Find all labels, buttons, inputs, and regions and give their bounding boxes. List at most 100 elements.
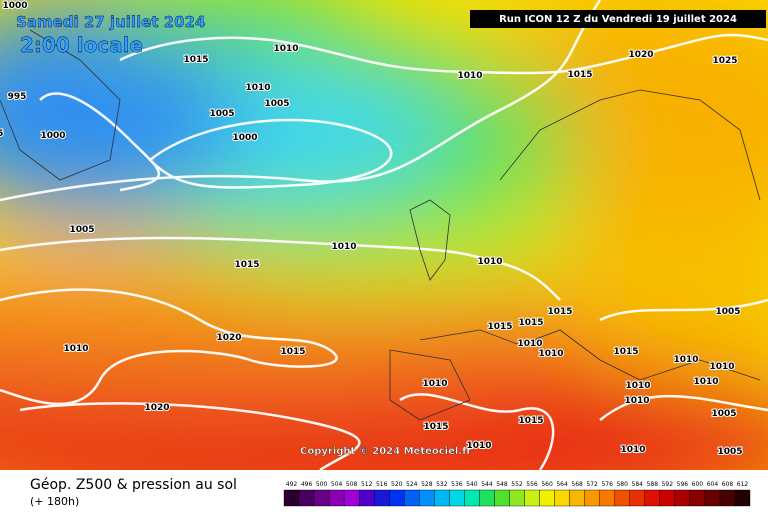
colorbar-swatch xyxy=(614,489,630,507)
colorbar-label: 612 xyxy=(737,481,749,488)
colorbar-label: 580 xyxy=(616,481,628,488)
isobar-label: 1005 xyxy=(264,99,289,109)
isobar-label: 1005 xyxy=(717,447,742,457)
colorbar-label: 556 xyxy=(526,481,538,488)
isobar-label: 1010 xyxy=(517,339,542,349)
local-time: 2:00 locale xyxy=(20,33,143,57)
colorbar-label: 500 xyxy=(316,481,328,488)
isobar-label: 1010 xyxy=(466,441,491,451)
isobar-label: 1020 xyxy=(628,50,653,60)
isobar-label: 1015 xyxy=(518,318,543,328)
colorbar-label: 544 xyxy=(481,481,493,488)
colorbar-label: 536 xyxy=(451,481,463,488)
isobar-label: 1010 xyxy=(673,355,698,365)
colorbar-swatch xyxy=(313,489,330,507)
colorbar-label: 496 xyxy=(301,481,313,488)
footer-title: Géop. Z500 & pression au sol xyxy=(30,477,237,493)
colorbar-swatch xyxy=(373,489,390,507)
colorbar-label: 572 xyxy=(586,481,598,488)
isobar-label: 1015 xyxy=(280,347,305,357)
isobar-label: 1015 xyxy=(423,422,448,432)
colorbar-swatch xyxy=(419,489,435,507)
colorbar-swatch xyxy=(719,489,736,507)
colorbar-label: 540 xyxy=(466,481,478,488)
isobar-label: 1010 xyxy=(624,396,649,406)
copyright: Copyright © 2024 Meteociel.fr xyxy=(300,446,471,457)
colorbar-swatch xyxy=(389,489,405,507)
colorbar-label: 600 xyxy=(692,481,704,488)
colorbar-swatch xyxy=(404,489,420,507)
colorbar-swatch xyxy=(644,489,661,507)
colorbar-swatch xyxy=(298,489,315,507)
isobar-label: 1000 xyxy=(232,133,257,143)
colorbar-swatch xyxy=(629,489,645,507)
colorbar-label: 604 xyxy=(707,481,719,488)
colorbar-swatch xyxy=(464,489,480,507)
colorbar-swatch xyxy=(689,489,706,507)
isobar-label: 1015 xyxy=(487,322,512,332)
isobar-label: 1005 xyxy=(69,225,94,235)
isobar-label: 1010 xyxy=(63,344,88,354)
isobar-label: 1010 xyxy=(538,349,563,359)
colorbar-label: 592 xyxy=(662,481,674,488)
colorbar-swatch xyxy=(479,489,495,507)
colorbar-label: 564 xyxy=(556,481,568,488)
isobar-label: 1015 xyxy=(567,70,592,80)
colorbar-label: 584 xyxy=(632,481,644,488)
isobar-label: 1010 xyxy=(331,242,356,252)
colorbar-swatch xyxy=(494,489,510,507)
isobar-label: 1025 xyxy=(712,56,737,66)
isobar-label: 1015 xyxy=(547,307,572,317)
colorbar-label: 516 xyxy=(376,481,388,488)
isobar-label: 1020 xyxy=(216,333,241,343)
colorbar-label: 560 xyxy=(541,481,553,488)
lead-time: (+ 180h) xyxy=(30,495,79,508)
isobar-label: 1015 xyxy=(183,55,208,65)
run-box xyxy=(470,10,766,28)
colorbar-label: 608 xyxy=(722,481,734,488)
colorbar-label: 552 xyxy=(511,481,523,488)
isobar-label: 1005 xyxy=(711,409,736,419)
isobar-label: 1015 xyxy=(518,416,543,426)
colorbar-swatch xyxy=(554,489,570,507)
colorbar-label: 512 xyxy=(361,481,373,488)
colorbar-swatch xyxy=(328,489,345,507)
colorbar-swatch xyxy=(674,489,691,507)
colorbar-swatch xyxy=(704,489,721,507)
colorbar-label: 504 xyxy=(331,481,343,488)
colorbar-label: 524 xyxy=(406,481,418,488)
colorbar-swatch xyxy=(524,489,540,507)
isobar-label: 1010 xyxy=(457,71,482,81)
isobar-label: 1010 xyxy=(245,83,270,93)
colorbar-label: 492 xyxy=(286,481,298,488)
colorbar-label: 568 xyxy=(571,481,583,488)
isobar-label: 1010 xyxy=(477,257,502,267)
colorbar-label: 528 xyxy=(421,481,433,488)
colorbar-label: 596 xyxy=(677,481,689,488)
isobar-label: 1010 xyxy=(709,362,734,372)
isobar-label: 1010 xyxy=(620,445,645,455)
colorbar-swatch xyxy=(569,489,585,507)
colorbar-label: 588 xyxy=(647,481,659,488)
colorbar-label: 532 xyxy=(436,481,448,488)
colorbar-swatch xyxy=(449,489,465,507)
colorbar-swatch xyxy=(509,489,525,507)
isobar-label: 1010 xyxy=(273,44,298,54)
isobar-label: 995 xyxy=(0,129,3,139)
isobar-label: 995 xyxy=(8,92,27,102)
isobar-label: 1010 xyxy=(625,381,650,391)
colorbar-label: 520 xyxy=(391,481,403,488)
isobar-label: 1000 xyxy=(40,131,65,141)
isobar-label: 1005 xyxy=(715,307,740,317)
colorbar-swatch xyxy=(599,489,615,507)
colorbar-swatch xyxy=(659,489,676,507)
isobar-label: 1010 xyxy=(693,377,718,387)
colorbar-swatch xyxy=(584,489,600,507)
colorbar-swatch xyxy=(283,489,300,507)
isobar-label: 1015 xyxy=(234,260,259,270)
colorbar-swatch xyxy=(434,489,450,507)
colorbar-label: 508 xyxy=(346,481,358,488)
